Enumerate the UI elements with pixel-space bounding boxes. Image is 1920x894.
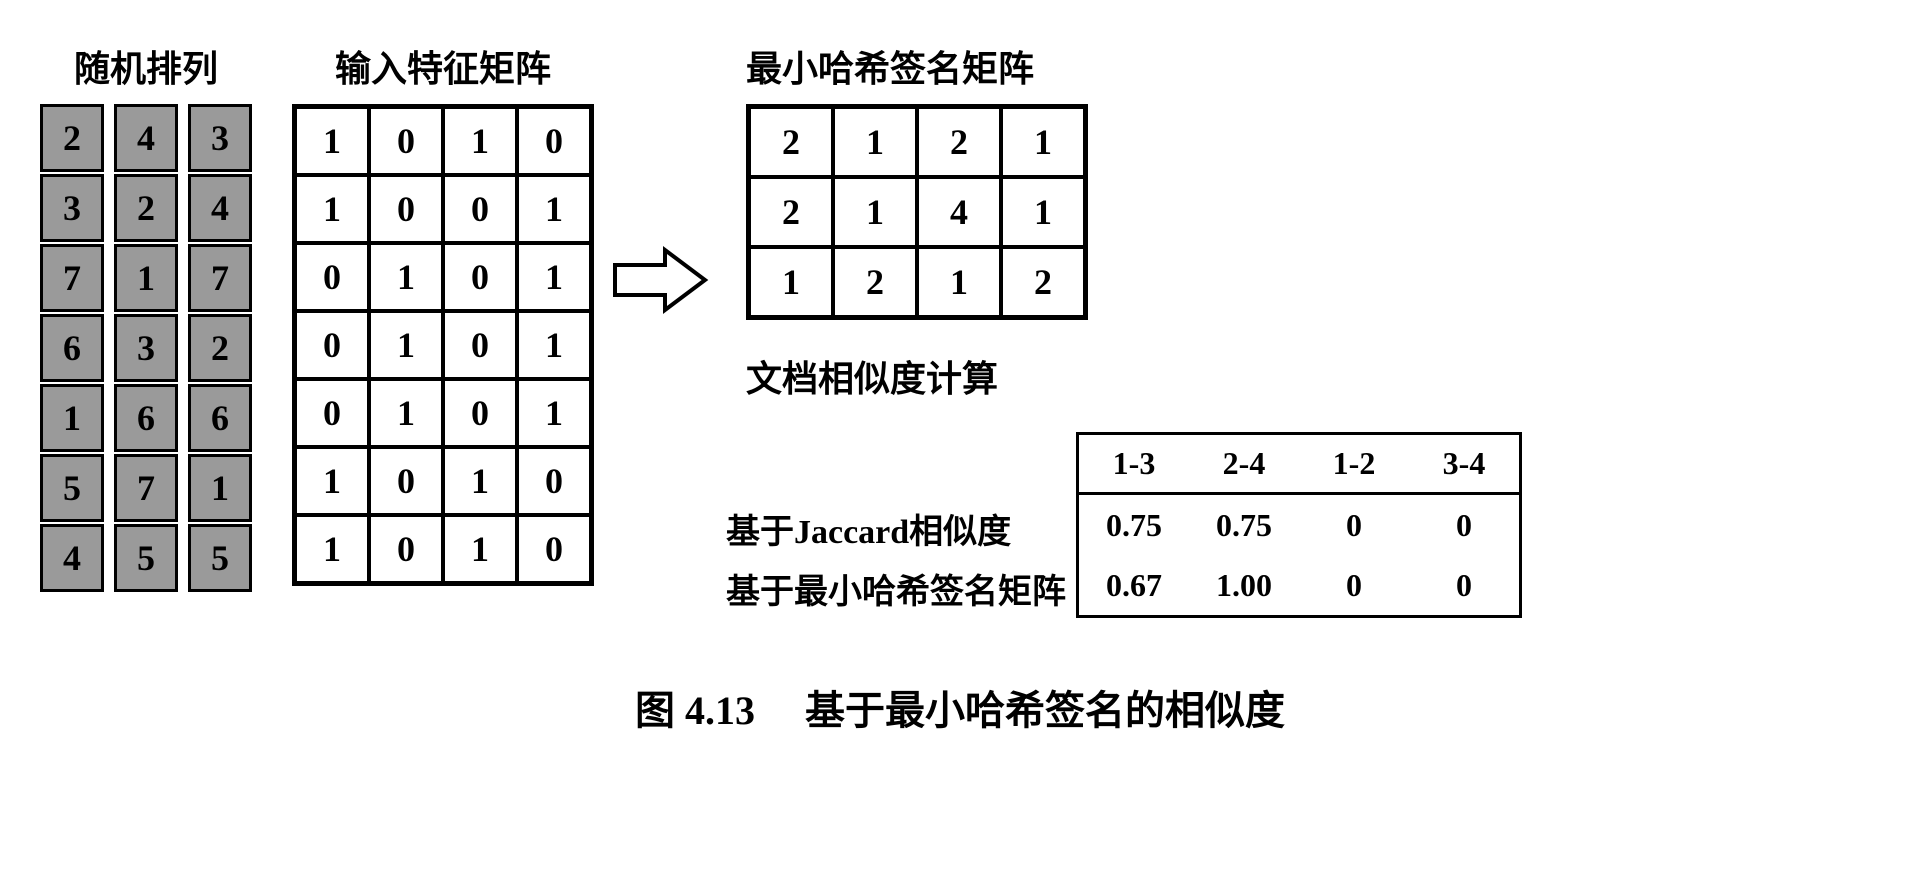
feature-cell: 0 — [517, 447, 591, 515]
permutation-cell: 2 — [188, 314, 252, 382]
figure-caption: 图 4.13 基于最小哈希签名的相似度 — [40, 678, 1880, 736]
similarity-cell: 0 — [1299, 495, 1409, 555]
feature-cell: 0 — [443, 311, 517, 379]
permutation-cell: 5 — [188, 524, 252, 592]
feature-cell: 0 — [369, 107, 443, 175]
feature-cell: 1 — [443, 515, 517, 583]
feature-matrix-title: 输入特征矩阵 — [335, 40, 551, 92]
feature-cell: 0 — [369, 175, 443, 243]
similarity-row-label-jaccard: 基于Jaccard相似度 — [726, 498, 1066, 558]
similarity-row-labels: 基于Jaccard相似度 基于最小哈希签名矩阵 — [726, 438, 1066, 618]
similarity-cell: 0 — [1299, 555, 1409, 615]
permutation-columns: 237615442136753472615 — [40, 104, 252, 594]
signature-cell: 1 — [917, 247, 1001, 317]
permutation-cell: 5 — [40, 454, 104, 522]
caption-text: 基于最小哈希签名的相似度 — [805, 688, 1285, 733]
similarity-cell: 1.00 — [1189, 555, 1299, 615]
feature-cell: 1 — [443, 107, 517, 175]
permutation-cell: 6 — [188, 384, 252, 452]
permutation-column: 3472615 — [188, 104, 252, 594]
signature-cell: 2 — [749, 107, 833, 177]
feature-cell: 1 — [369, 243, 443, 311]
similarity-cell: 0.75 — [1189, 495, 1299, 555]
feature-matrix-section: 输入特征矩阵 1010100101010101010110101010 — [292, 40, 594, 586]
feature-cell: 1 — [517, 379, 591, 447]
permutation-cell: 6 — [114, 384, 178, 452]
similarity-cell: 0 — [1409, 495, 1519, 555]
permutation-column: 2376154 — [40, 104, 104, 594]
signature-cell: 1 — [749, 247, 833, 317]
feature-cell: 1 — [295, 107, 369, 175]
similarity-header-cell: 1-3 — [1079, 435, 1189, 495]
feature-cell: 0 — [443, 379, 517, 447]
feature-cell: 0 — [369, 515, 443, 583]
permutation-column: 4213675 — [114, 104, 178, 594]
permutation-cell: 4 — [40, 524, 104, 592]
signature-matrix: 212121411212 — [746, 104, 1088, 320]
feature-cell: 1 — [443, 447, 517, 515]
permutation-cell: 5 — [114, 524, 178, 592]
feature-cell: 0 — [295, 311, 369, 379]
permutation-cell: 3 — [114, 314, 178, 382]
permutation-cell: 4 — [188, 174, 252, 242]
similarity-cell: 0.75 — [1079, 495, 1189, 555]
feature-cell: 0 — [369, 447, 443, 515]
permutation-cell: 3 — [40, 174, 104, 242]
feature-cell: 1 — [295, 447, 369, 515]
permutation-cell: 6 — [40, 314, 104, 382]
permutation-cell: 1 — [114, 244, 178, 312]
permutation-cell: 1 — [188, 454, 252, 522]
signature-cell: 1 — [1001, 177, 1085, 247]
feature-cell: 1 — [517, 243, 591, 311]
signature-cell: 2 — [917, 107, 1001, 177]
arrow-icon — [610, 240, 710, 325]
similarity-header-cell: 3-4 — [1409, 435, 1519, 495]
feature-cell: 1 — [517, 175, 591, 243]
permutation-cell: 1 — [40, 384, 104, 452]
feature-cell: 1 — [369, 311, 443, 379]
similarity-cell: 0.67 — [1079, 555, 1189, 615]
signature-cell: 2 — [1001, 247, 1085, 317]
figure-top-row: 随机排列 237615442136753472615 输入特征矩阵 101010… — [40, 40, 1880, 618]
feature-cell: 0 — [443, 175, 517, 243]
signature-cell: 1 — [833, 177, 917, 247]
permutation-cell: 7 — [114, 454, 178, 522]
signature-matrix-title: 最小哈希签名矩阵 — [746, 40, 1034, 92]
permutation-cell: 7 — [40, 244, 104, 312]
permutation-cell: 4 — [114, 104, 178, 172]
permutation-section: 随机排列 237615442136753472615 — [40, 40, 252, 594]
right-block: 最小哈希签名矩阵 212121411212 文档相似度计算 基于Jaccard相… — [726, 40, 1522, 618]
similarity-label: 文档相似度计算 — [746, 350, 998, 402]
feature-cell: 0 — [295, 379, 369, 447]
permutation-cell: 7 — [188, 244, 252, 312]
signature-cell: 4 — [917, 177, 1001, 247]
caption-number: 图 4.13 — [635, 688, 755, 733]
permutation-cell: 2 — [40, 104, 104, 172]
signature-cell: 1 — [1001, 107, 1085, 177]
feature-cell: 1 — [517, 311, 591, 379]
feature-cell: 0 — [517, 515, 591, 583]
permutation-cell: 3 — [188, 104, 252, 172]
feature-cell: 1 — [295, 515, 369, 583]
similarity-row-label-minhash: 基于最小哈希签名矩阵 — [726, 558, 1066, 618]
figure-minhash: 随机排列 237615442136753472615 输入特征矩阵 101010… — [40, 40, 1880, 736]
permutation-cell: 2 — [114, 174, 178, 242]
similarity-cell: 0 — [1409, 555, 1519, 615]
similarity-table: 1-32-41-23-40.750.75000.671.0000 — [1076, 432, 1522, 618]
signature-cell: 1 — [833, 107, 917, 177]
feature-cell: 0 — [295, 243, 369, 311]
similarity-header-cell: 2-4 — [1189, 435, 1299, 495]
permutation-title: 随机排列 — [74, 40, 218, 92]
feature-cell: 0 — [443, 243, 517, 311]
feature-matrix: 1010100101010101010110101010 — [292, 104, 594, 586]
similarity-header-cell: 1-2 — [1299, 435, 1409, 495]
feature-cell: 1 — [295, 175, 369, 243]
similarity-area: 基于Jaccard相似度 基于最小哈希签名矩阵 1-32-41-23-4 0.75… — [726, 432, 1522, 618]
signature-cell: 2 — [833, 247, 917, 317]
feature-cell: 1 — [369, 379, 443, 447]
signature-cell: 2 — [749, 177, 833, 247]
feature-cell: 0 — [517, 107, 591, 175]
